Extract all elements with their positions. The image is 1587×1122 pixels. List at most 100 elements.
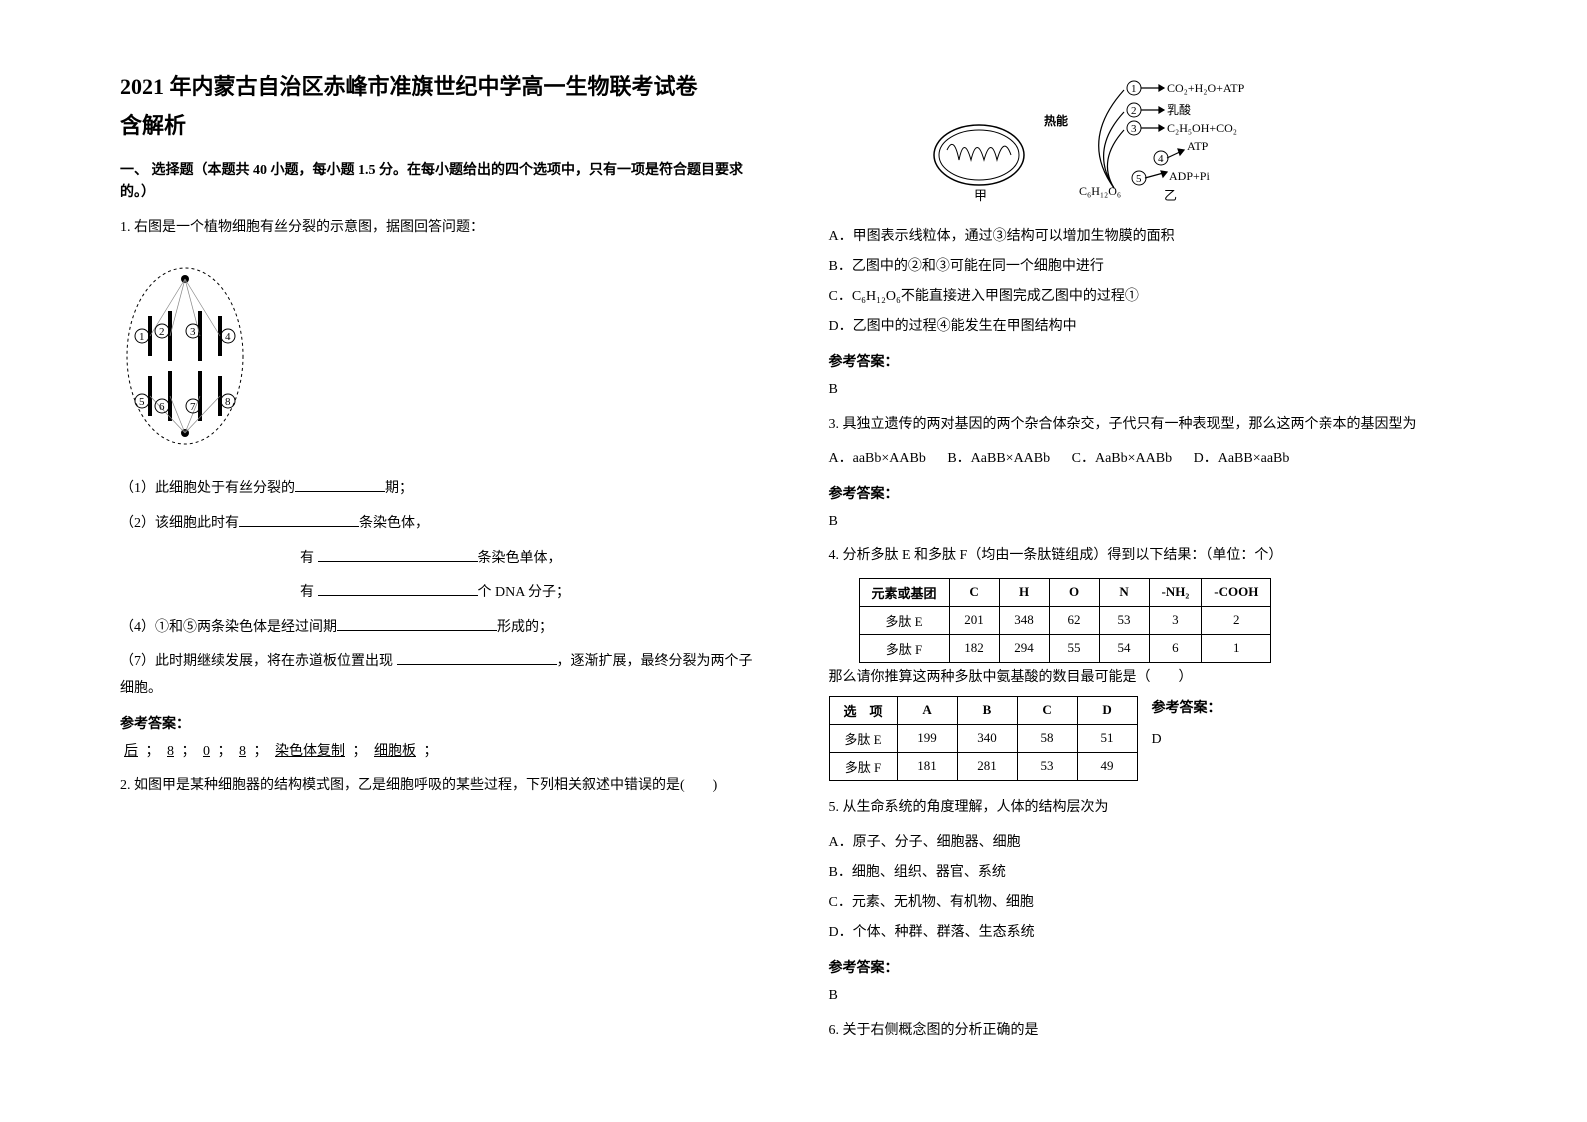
label-jia: 甲 [974,188,987,203]
q3-optC: C．AaBb×AABb [1072,451,1172,466]
q4-table1: 元素或基团 C H O N -NH₂ -COOH 多肽 E 201 348 62… [859,578,1272,663]
q3-answer-label: 参考答案： [829,483,1468,503]
q2-answer: B [829,377,1468,404]
q4-table2: 选 项 A B C D 多肽 E 199 340 58 51 多肽 F 181 … [829,696,1138,781]
th: D [1077,696,1137,724]
td: 3 [1149,606,1202,634]
q2-optA: A．甲图表示线粒体，通过③结构可以增加生物膜的面积 [829,223,1468,251]
q1-sub2b-post: 条染色单体， [478,551,562,566]
label-heat: 热能 [1044,113,1068,128]
q3-choices: A．aaBb×AABb B．AaBB×AABb C．AaBb×AABb D．Aa… [829,446,1468,473]
td: 181 [897,752,957,780]
q1-answer: 后 ； 8 ； 0 ； 8 ； 染色体复制 ； 细胞板 ； [120,739,759,766]
blank [239,513,359,527]
q2-optB: B．乙图中的②和③可能在同一个细胞中进行 [829,253,1468,281]
blank [295,478,385,492]
q1-sub1-pre: （1）此细胞处于有丝分裂的 [120,481,295,496]
svg-text:1: 1 [139,331,145,343]
q1-sub2b: 有 条染色单体， [120,546,759,573]
q4-stem: 4. 分析多肽 E 和多肽 F（均由一条肽链组成）得到以下结果：（单位：个） [829,543,1468,570]
q1-sub2b-pre: 有 [300,551,314,566]
exam-title-line1: 2021 年内蒙古自治区赤峰市准旗世纪中学高一生物联考试卷 [120,70,759,103]
svg-text:7: 7 [190,401,196,413]
table-row: 元素或基团 C H O N -NH₂ -COOH [859,578,1271,606]
q3-optB: B．AaBB×AABb [947,451,1050,466]
td: 55 [1049,634,1099,662]
blank [397,651,557,665]
label-co2h2oatp: CO₂+H₂O+ATP [1167,81,1245,95]
td: 62 [1049,606,1099,634]
ans-part: 8 [235,744,250,759]
q1-stem: 1. 右图是一个植物细胞有丝分裂的示意图，据图回答问题： [120,215,759,242]
td: 49 [1077,752,1137,780]
q2-stem: 2. 如图甲是某种细胞器的结构模式图，乙是细胞呼吸的某些过程，下列相关叙述中错误… [120,773,759,800]
label-c6h12o6: C₆H₁₂O₆ [1079,184,1121,198]
svg-text:5: 5 [139,396,145,408]
td: 6 [1149,634,1202,662]
svg-text:1: 1 [1131,83,1137,95]
q2-optD: D．乙图中的过程④能发生在甲图结构中 [829,313,1468,341]
td: 多肽 E [829,724,897,752]
q3-stem: 3. 具独立遗传的两对基因的两个杂合体杂交，子代只有一种表现型，那么这两个亲本的… [829,412,1468,439]
th: 选 项 [829,696,897,724]
blank [318,548,478,562]
ans-part: 染色体复制 [271,744,349,759]
label-ethanol: C₂H₅OH+CO₂ [1167,121,1237,135]
q3-optD: D．AaBB×aaBb [1194,451,1290,466]
table-row: 多肽 E 201 348 62 53 3 2 [859,606,1271,634]
q1-sub7-pre: （7）此时期继续发展，将在赤道板位置出现 [120,654,393,669]
q1-sub4-pre: （4）①和⑤两条染色体是经过间期 [120,620,337,635]
td: 201 [949,606,999,634]
th: -NH₂ [1149,578,1202,606]
table-row: 选 项 A B C D [829,696,1137,724]
svg-text:6: 6 [159,401,165,413]
ans-part: 细胞板 [370,744,420,759]
ans-part: 8 [163,744,178,759]
left-column: 2021 年内蒙古自治区赤峰市准旗世纪中学高一生物联考试卷 含解析 一、 选择题… [100,70,794,1092]
td: 54 [1099,634,1149,662]
blank [337,617,497,631]
td: 182 [949,634,999,662]
td: 多肽 F [859,634,949,662]
table-row: 多肽 F 182 294 55 54 6 1 [859,634,1271,662]
th: C [949,578,999,606]
svg-text:4: 4 [1158,153,1164,165]
svg-text:5: 5 [1136,173,1142,185]
td: 1 [1202,634,1271,662]
ans-part: 0 [199,744,214,759]
th: A [897,696,957,724]
td: 51 [1077,724,1137,752]
q3-optA: A．aaBb×AABb [829,451,926,466]
q5-answer: B [829,983,1468,1010]
td: 348 [999,606,1049,634]
q1-sub2: （2）该细胞此时有条染色体， [120,511,759,538]
label-lactic: 乳酸 [1167,102,1191,117]
mitosis-cell-diagram: 1 2 3 4 5 6 7 8 [120,261,250,451]
td: 281 [957,752,1017,780]
q1-sub2-post: 条染色体， [359,516,429,531]
table-row: 多肽 F 181 281 53 49 [829,752,1137,780]
q5-optD: D．个体、种群、群落、生态系统 [829,919,1468,947]
q4-answer-block: 参考答案： D [1152,694,1222,760]
q5-stem: 5. 从生命系统的角度理解，人体的结构层次为 [829,795,1468,822]
th: N [1099,578,1149,606]
q5-optB: B．细胞、组织、器官、系统 [829,859,1468,887]
q2-optC: C．C₆H₁₂O₆不能直接进入甲图完成乙图中的过程① [829,283,1468,311]
td: 340 [957,724,1017,752]
label-adp: ADP+Pi [1169,169,1210,183]
svg-text:3: 3 [190,326,196,338]
exam-title-line2: 含解析 [120,109,759,142]
td: 58 [1017,724,1077,752]
q1-answer-label: 参考答案： [120,713,759,733]
td: 53 [1099,606,1149,634]
svg-text:2: 2 [159,326,165,338]
td: 多肽 F [829,752,897,780]
mitochondria-respiration-diagram: 甲 热能 C₆H₁₂O₆ 1 2 3 4 5 CO₂+H₂O+ATP 乳酸 C₂… [929,70,1289,210]
q1-sub7: （7）此时期继续发展，将在赤道板位置出现 ，逐渐扩展，最终分裂为两个子细胞。 [120,649,759,702]
td: 2 [1202,606,1271,634]
q1-sub4: （4）①和⑤两条染色体是经过间期形成的； [120,615,759,642]
right-column: 甲 热能 C₆H₁₂O₆ 1 2 3 4 5 CO₂+H₂O+ATP 乳酸 C₂… [794,70,1488,1092]
svg-text:3: 3 [1131,123,1137,135]
q4-options-wrap: 选 项 A B C D 多肽 E 199 340 58 51 多肽 F 181 … [829,694,1468,787]
th: 元素或基团 [859,578,949,606]
